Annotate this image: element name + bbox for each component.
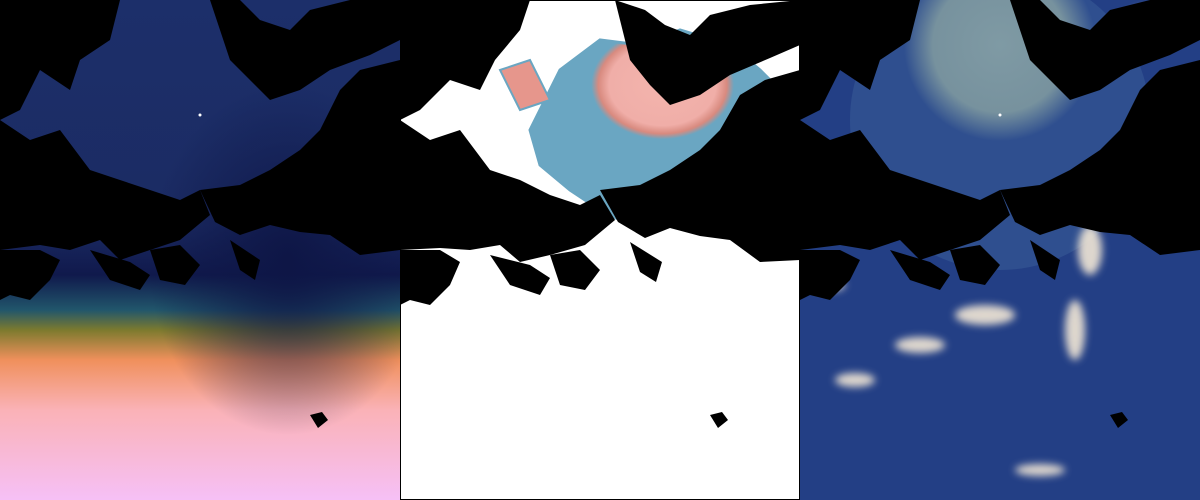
left-map-panel (0, 0, 400, 500)
left-map-svg (0, 0, 400, 500)
right-map-panel (800, 0, 1200, 500)
sea-ice-edge (498, 58, 552, 112)
land-masses (0, 0, 400, 428)
pole-marker (998, 113, 1002, 117)
pole-marker (198, 113, 202, 117)
land-masses (800, 0, 1200, 428)
middle-map-svg (400, 0, 800, 500)
right-map-svg (800, 0, 1200, 500)
middle-map-panel (400, 0, 800, 500)
land-masses (400, 0, 800, 428)
